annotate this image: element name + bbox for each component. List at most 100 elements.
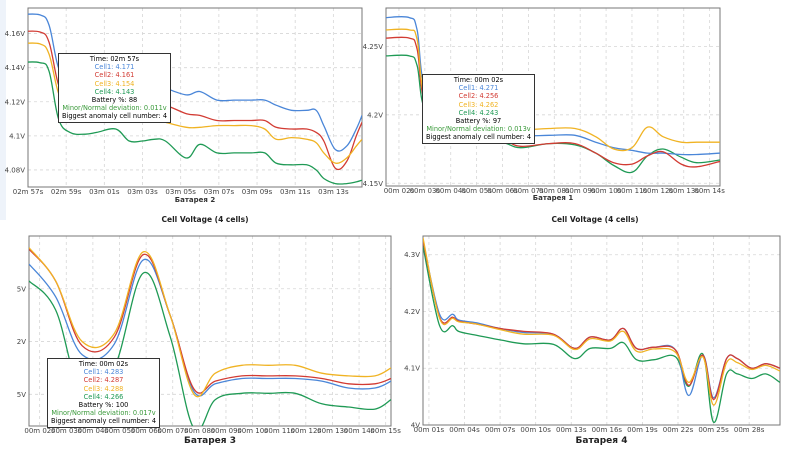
x-tick-label: 00m 08s [184,427,215,435]
series-line-cell1 [386,15,720,156]
tooltip-cell2: Cell2: 4.256 [458,92,499,101]
x-tick-label: 02m 59s [51,188,82,196]
x-tick-label: 00m 15s [370,427,401,435]
x-tick-label: 00m 12s [643,187,674,195]
x-tick-label: 00m 10s [237,427,268,435]
x-tick-label: 00m 07s [157,427,188,435]
y-tick-label: 2V [17,338,26,346]
x-axis-label: Батарея 2 [175,196,216,204]
chart-title: Cell Voltage (4 cells) [162,215,249,224]
x-tick-label: 03m 09s [242,188,273,196]
x-tick-label: 00m 10s [520,426,551,434]
y-tick-label: 4.15V [363,180,384,188]
tooltip-cell4: Cell4: 4.243 [458,108,499,117]
y-tick-label: 5V [17,391,26,399]
x-axis-label: Батарея 1 [533,194,574,202]
x-tick-label: 00m 04s [78,427,109,435]
y-tick-label: 4.08V [5,166,26,174]
x-tick-label: 03m 01s [89,188,120,196]
x-tick-label: 00m 06s [487,187,518,195]
tooltip-battery2: Time: 02m 57s Cell1: 4.171 Cell2: 4.161 … [58,53,172,123]
plot-frame [28,235,392,427]
tooltip-time: Time: 00m 02s [453,76,504,84]
y-tick-label: 4V [411,422,420,430]
x-tick-label: 03m 05s [165,188,196,196]
x-axis-label: Батарея 3 [184,436,236,446]
y-tick-label: 4.2V [367,111,383,119]
tooltip-cell2: Cell2: 4.287 [83,376,124,385]
tooltip-deviation: Minor/Normal deviation: 0.011v [62,104,167,113]
tooltip-time: Time: 00m 02s [78,360,129,368]
x-tick-label: 00m 13s [668,187,699,195]
plot-frame [27,7,363,188]
x-tick-label: 00m 28s [734,426,765,434]
tooltip-anomaly: Biggest anomaly cell number: 4 [62,112,168,121]
tooltip-deviation: Minor/Normal deviation: 0.017v [51,409,156,418]
plot-frame [385,7,721,187]
series-line-cell3 [386,28,720,152]
x-tick-label: 00m 16s [592,426,623,434]
series-line-cell4 [28,61,362,185]
x-tick-label: 03m 13s [318,188,349,196]
tooltip-cell4: Cell4: 4.266 [83,392,124,401]
x-tick-label: 00m 11s [264,427,295,435]
chart-title: Cell Voltage (4 cells) [552,215,639,224]
x-tick-label: 00m 03s [410,187,441,195]
y-tick-label: 5V [17,285,26,293]
x-tick-label: 00m 09s [565,187,596,195]
tooltip-battery: Battery %: 88 [91,96,138,105]
y-tick-label: 4.2V [404,308,420,316]
x-tick-label: 00m 13s [556,426,587,434]
tooltip-battery: Battery %: 100 [78,401,129,410]
y-tick-label: 4.12V [5,98,26,106]
x-tick-label: 00m 10s [591,187,622,195]
x-tick-label: 00m 25s [698,426,729,434]
tooltip-deviation: Minor/Normal deviation: 0.013v [426,125,531,134]
x-tick-label: 00m 02s [24,427,55,435]
x-tick-label: 00m 02s [384,187,415,195]
x-tick-label: 03m 07s [204,188,235,196]
tooltip-cell4: Cell4: 4.143 [94,87,135,96]
x-tick-label: 00m 13s [317,427,348,435]
x-tick-label: 00m 08s [539,187,570,195]
background-strip [0,0,6,220]
tooltip-cell3: Cell3: 4.288 [83,384,124,393]
tooltip-cell1: Cell1: 4.171 [94,63,135,72]
x-tick-label: 00m 07s [513,187,544,195]
series-line-cell3 [29,247,391,398]
tooltip-cell2: Cell2: 4.161 [94,71,135,80]
x-tick-label: 00m 14s [694,187,725,195]
series-line-cell4 [423,246,780,423]
x-tick-label: 00m 07s [485,426,516,434]
tooltip-cell3: Cell3: 4.262 [458,100,499,109]
tooltip-anomaly: Biggest anomaly cell number: 4 [426,133,532,142]
y-tick-label: 4.1V [9,132,25,140]
y-tick-label: 4.1V [404,365,420,373]
plot-frame [422,235,781,426]
y-tick-label: 4.14V [5,64,26,72]
tooltip-battery1: Time: 00m 02s Cell1: 4.271 Cell2: 4.256 … [422,74,536,144]
x-tick-label: 00m 22s [663,426,694,434]
x-tick-label: 03m 11s [280,188,311,196]
x-tick-label: 00m 03s [51,427,82,435]
x-tick-label: 00m 14s [344,427,375,435]
x-axis-label: Батарея 4 [576,436,628,446]
x-tick-label: 00m 19s [627,426,658,434]
tooltip-time: Time: 02m 57s [89,55,140,63]
x-tick-label: 00m 06s [131,427,162,435]
x-tick-label: 00m 09s [211,427,242,435]
y-tick-label: 4.3V [404,251,420,259]
tooltip-cell1: Cell1: 4.271 [458,84,499,93]
x-tick-label: 00m 11s [617,187,648,195]
y-tick-label: 4.25V [363,43,384,51]
x-tick-label: 00m 12s [291,427,322,435]
y-tick-label: 4.16V [5,30,26,38]
series-line-cell2 [29,248,391,394]
x-tick-label: 00m 04s [449,426,480,434]
x-tick-label: 00m 05s [461,187,492,195]
tooltip-anomaly: Biggest anomaly cell number: 4 [51,417,157,426]
tooltip-cell3: Cell3: 4.154 [94,79,135,88]
